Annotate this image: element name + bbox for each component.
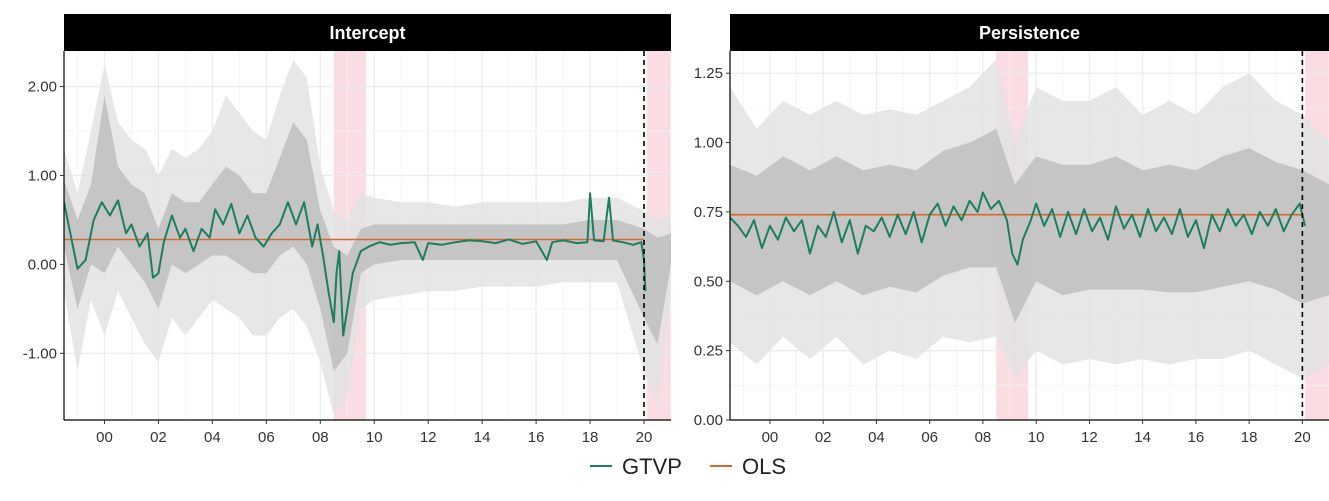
persistence-xtick-label-3: 06 <box>921 429 938 446</box>
persistence-plot-area <box>730 51 1329 420</box>
persistence-xtick-label-10: 20 <box>1294 429 1311 446</box>
intercept-gtvp-line <box>64 192 647 337</box>
persistence-xtick-label-0: 00 <box>762 429 779 446</box>
legend: GTVP OLS <box>590 454 786 479</box>
persistence-ytick-label-5: 1.25 <box>694 65 723 82</box>
intercept-ytick-label-1: 0.00 <box>28 256 57 273</box>
intercept-xtick-label-5: 10 <box>366 429 383 446</box>
persistence-xtick-label-5: 10 <box>1028 429 1045 446</box>
intercept-title: Intercept <box>329 23 405 43</box>
intercept-band-inner <box>64 95 671 372</box>
legend-label-gtvp: GTVP <box>622 454 682 479</box>
panel-intercept: Intercept 00 02 04 06 08 10 12 14 16 18 20 -1.00 0.00… <box>23 14 671 446</box>
intercept-ytick-label-0: -1.00 <box>23 345 57 362</box>
intercept-ytick-label-3: 2.00 <box>28 79 57 96</box>
persistence-ytick-label-3: 0.75 <box>694 204 723 221</box>
intercept-xtick-label-9: 18 <box>582 429 599 446</box>
intercept-xtick-label-0: 00 <box>96 429 113 446</box>
intercept-xtick-label-8: 16 <box>528 429 545 446</box>
intercept-xtick-label-2: 04 <box>204 429 221 446</box>
persistence-ytick-label-2: 0.50 <box>694 273 723 290</box>
panel-persistence: Persistence 00 02 04 06 08 10 12 14 16 18 20 0.00 0.2… <box>694 14 1329 446</box>
intercept-strip <box>64 14 671 51</box>
intercept-xtick-label-3: 06 <box>258 429 275 446</box>
persistence-ytick-label-0: 0.00 <box>694 412 723 429</box>
persistence-xtick-label-7: 14 <box>1134 429 1151 446</box>
persistence-xtick-label-9: 18 <box>1241 429 1258 446</box>
persistence-xtick-label-1: 02 <box>815 429 832 446</box>
intercept-ytick-label-2: 1.00 <box>28 167 57 184</box>
persistence-strip <box>730 14 1329 51</box>
persistence-xtick-label-6: 12 <box>1081 429 1098 446</box>
legend-label-ols: OLS <box>742 454 786 479</box>
intercept-xtick-label-6: 12 <box>420 429 437 446</box>
intercept-plot-area <box>64 51 671 420</box>
persistence-xtick-label-8: 16 <box>1188 429 1205 446</box>
persistence-ytick-label-1: 0.25 <box>694 343 723 360</box>
intercept-xtick-label-4: 08 <box>312 429 329 446</box>
persistence-gtvp-line <box>730 191 1306 266</box>
persistence-xtick-label-2: 04 <box>868 429 885 446</box>
persistence-ytick-label-4: 1.00 <box>694 135 723 152</box>
intercept-xtick-label-10: 20 <box>636 429 653 446</box>
persistence-title: Persistence <box>979 23 1080 43</box>
intercept-xtick-label-7: 14 <box>474 429 491 446</box>
persistence-xtick-label-4: 08 <box>975 429 992 446</box>
intercept-xtick-label-1: 02 <box>150 429 167 446</box>
